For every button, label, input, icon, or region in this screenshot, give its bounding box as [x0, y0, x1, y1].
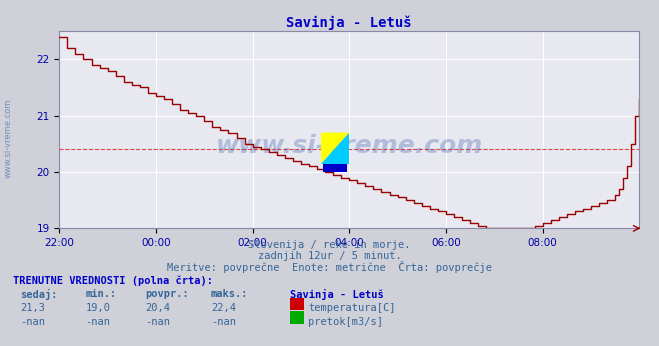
Text: -nan: -nan — [86, 317, 111, 327]
Text: 20,4: 20,4 — [145, 303, 170, 313]
Text: 19,0: 19,0 — [86, 303, 111, 313]
Title: Savinja - Letuš: Savinja - Letuš — [287, 16, 412, 30]
Text: sedaj:: sedaj: — [20, 289, 57, 300]
Text: pretok[m3/s]: pretok[m3/s] — [308, 317, 384, 327]
Text: Meritve: povprečne  Enote: metrične  Črta: povprečje: Meritve: povprečne Enote: metrične Črta:… — [167, 261, 492, 273]
Text: www.si-vreme.com: www.si-vreme.com — [215, 134, 483, 157]
Text: TRENUTNE VREDNOSTI (polna črta):: TRENUTNE VREDNOSTI (polna črta): — [13, 275, 213, 285]
Text: Savinja - Letuš: Savinja - Letuš — [290, 289, 384, 300]
Text: min.:: min.: — [86, 289, 117, 299]
Text: 21,3: 21,3 — [20, 303, 45, 313]
Polygon shape — [321, 133, 349, 164]
Text: -nan: -nan — [145, 317, 170, 327]
Text: www.si-vreme.com: www.si-vreme.com — [3, 99, 13, 178]
Text: temperatura[C]: temperatura[C] — [308, 303, 396, 313]
Polygon shape — [321, 133, 349, 164]
Text: Slovenija / reke in morje.: Slovenija / reke in morje. — [248, 240, 411, 251]
Text: -nan: -nan — [20, 317, 45, 327]
Text: -nan: -nan — [211, 317, 236, 327]
Text: 22,4: 22,4 — [211, 303, 236, 313]
Bar — [323, 164, 347, 172]
Text: zadnjih 12ur / 5 minut.: zadnjih 12ur / 5 minut. — [258, 251, 401, 261]
Text: maks.:: maks.: — [211, 289, 248, 299]
Text: povpr.:: povpr.: — [145, 289, 188, 299]
